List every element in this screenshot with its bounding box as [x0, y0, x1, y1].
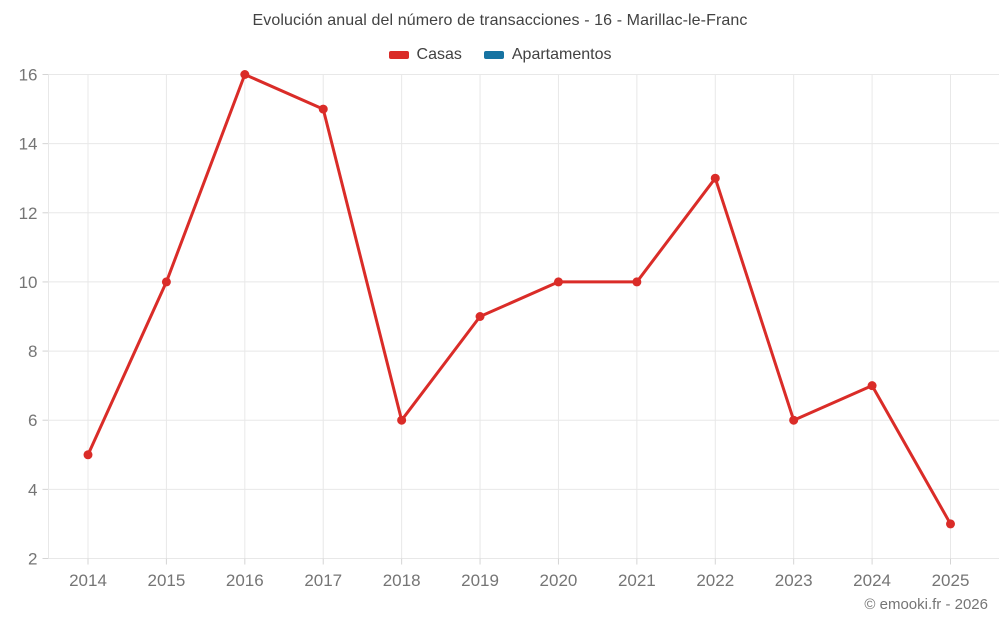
x-axis-label: 2019 — [461, 571, 499, 590]
x-axis-label: 2023 — [775, 571, 813, 590]
y-axis-label: 10 — [19, 273, 38, 292]
copyright-text: © emooki.fr - 2026 — [864, 596, 988, 613]
chart-legend: Casas Apartamentos — [0, 46, 1000, 64]
data-point-marker — [161, 277, 171, 287]
data-point-marker — [83, 450, 93, 460]
data-point-marker — [789, 415, 799, 425]
legend-swatch-casas-icon — [388, 51, 409, 59]
y-axis-label: 8 — [28, 342, 37, 361]
y-axis-label: 16 — [19, 66, 38, 85]
y-axis-label: 4 — [28, 480, 37, 499]
legend-item-apartamentos[interactable]: Apartamentos — [483, 46, 612, 64]
x-axis-label: 2014 — [69, 571, 107, 590]
x-axis-label: 2018 — [383, 571, 421, 590]
y-axis-label: 2 — [28, 550, 37, 569]
y-axis-label: 14 — [19, 135, 38, 154]
data-point-marker — [632, 277, 642, 287]
series-line-casas — [86, 73, 952, 526]
y-axis-label: 6 — [28, 411, 37, 430]
data-point-marker — [946, 519, 955, 529]
data-point-marker — [240, 70, 250, 79]
data-point-marker — [553, 277, 563, 287]
chart-title: Evolución anual del número de transaccio… — [252, 12, 748, 29]
data-point-marker — [475, 312, 485, 321]
data-point-marker — [867, 381, 877, 391]
legend-label-apartamentos: Apartamentos — [511, 46, 612, 63]
data-point-marker — [710, 173, 720, 183]
legend-item-casas[interactable]: Casas — [388, 46, 462, 64]
data-point-marker — [397, 415, 407, 425]
y-axis-label: 12 — [19, 204, 38, 223]
x-axis-label: 2017 — [304, 571, 342, 590]
x-axis-label: 2022 — [696, 571, 734, 590]
x-axis-label: 2021 — [618, 571, 656, 590]
x-axis-label: 2025 — [932, 571, 970, 590]
x-axis-label: 2015 — [147, 571, 185, 590]
legend-swatch-apartamentos-icon — [483, 51, 504, 59]
x-axis-label: 2024 — [853, 571, 891, 590]
x-axis-label: 2020 — [540, 571, 578, 590]
data-point-marker — [318, 104, 328, 114]
legend-label-casas: Casas — [416, 46, 462, 63]
x-axis-label: 2016 — [226, 571, 264, 590]
